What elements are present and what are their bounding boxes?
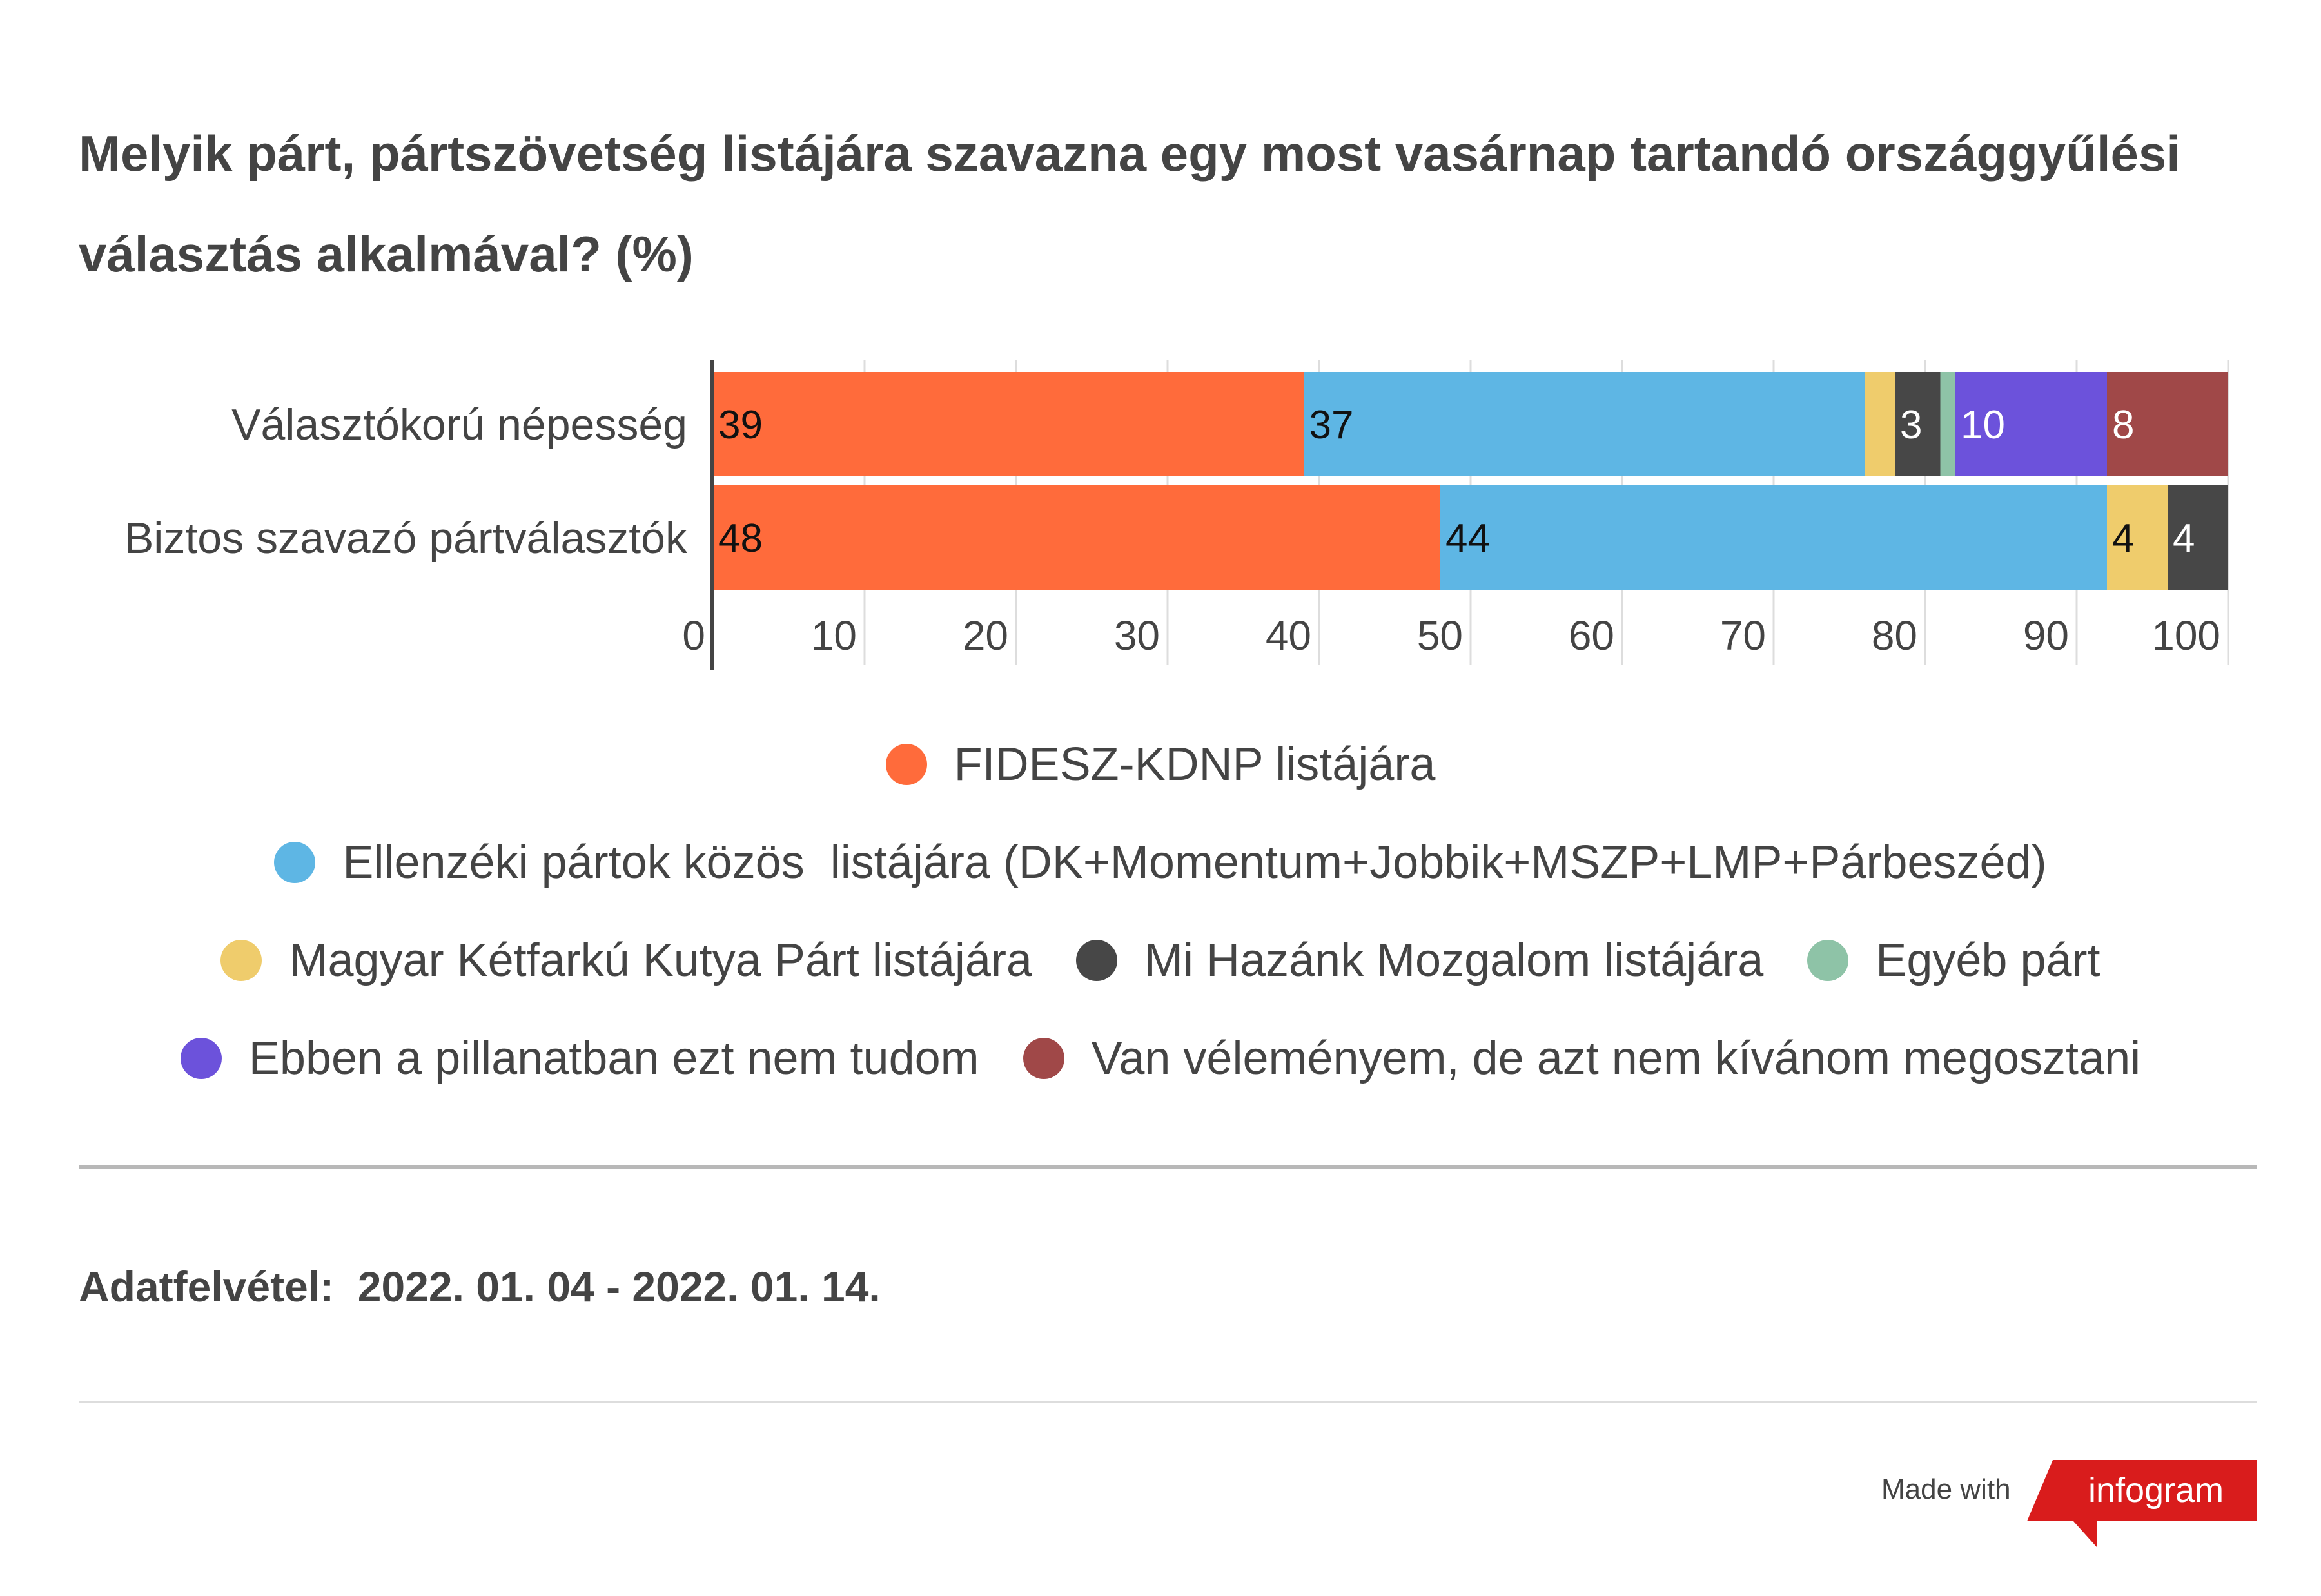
x-tick-label: 90 (2023, 612, 2069, 659)
legend-row: Ebben a pillanatban ezt nem tudom Van vél… (0, 1009, 2321, 1107)
data-label: 10 (1961, 403, 2005, 447)
legend-label: Mi Hazánk Mozgalom listájára (1144, 935, 1764, 986)
legend-row: Magyar Kétfarkú Kutya Párt listájára Mi H… (0, 911, 2321, 1009)
legend-label: Egyéb párt (1875, 935, 2101, 986)
x-tick-label: 40 (1266, 612, 1311, 659)
legend-label: Magyar Kétfarkú Kutya Párt listájára (289, 935, 1032, 986)
legend-item[interactable]: Egyéb párt (1807, 934, 2101, 987)
x-tick-label: 50 (1417, 612, 1463, 659)
x-tick-label: 70 (1720, 612, 1766, 659)
legend-swatch-icon (274, 842, 316, 883)
bar-segment[interactable] (1940, 372, 1956, 476)
legend-row: FIDESZ-KDNP listájára (0, 715, 2321, 813)
x-tick-label: 20 (963, 612, 1008, 659)
bar-segment[interactable] (2107, 485, 2168, 590)
bar-segment[interactable] (1865, 372, 1895, 476)
data-label: 4 (2173, 516, 2195, 561)
legend-swatch-icon (1023, 1038, 1064, 1079)
data-label: 37 (1309, 403, 1354, 447)
y-axis-line (710, 360, 714, 670)
category-label: Biztos szavazó pártválasztók (124, 514, 688, 563)
legend-item[interactable]: Ellenzéki pártok közös listájára (DK+Mom… (274, 836, 2047, 889)
bar-segment[interactable] (2107, 372, 2228, 476)
legend-label: FIDESZ-KDNP listájára (954, 739, 1436, 790)
data-label: 3 (1900, 403, 1922, 447)
bar-segment[interactable] (1440, 485, 2107, 590)
x-tick-label: 80 (1872, 612, 1917, 659)
legend: FIDESZ-KDNP listájára Ellenzéki pártok kö… (0, 715, 2321, 1107)
legend-label: Ellenzéki pártok közös listájára (DK+Mom… (342, 837, 2047, 888)
bar-segment[interactable] (1955, 372, 2107, 476)
data-label: 48 (718, 516, 763, 561)
legend-swatch-icon (220, 940, 262, 981)
footer-divider (79, 1401, 2257, 1403)
legend-item[interactable]: Van véleményem, de azt nem kívánom megos… (1023, 1032, 2140, 1085)
bar-segment[interactable] (1304, 372, 1865, 476)
x-tick-label: 0 (682, 612, 705, 659)
survey-date-note: Adatfelvétel: 2022. 01. 04 - 2022. 01. 1… (79, 1263, 881, 1310)
category-label: Választókorú népesség (231, 400, 687, 449)
data-label: 39 (718, 403, 763, 447)
legend-label: Ebben a pillanatban ezt nem tudom (248, 1033, 979, 1084)
legend-swatch-icon (1807, 940, 1849, 981)
chart-title: Melyik párt, pártszövetség listájára sza… (79, 125, 2180, 282)
legend-row: Ellenzéki pártok közös listájára (DK+Mom… (0, 813, 2321, 911)
legend-label: Van véleményem, de azt nem kívánom megos… (1091, 1033, 2141, 1084)
data-label: 8 (2112, 403, 2134, 447)
legend-swatch-icon (1075, 940, 1117, 981)
x-tick-label: 10 (811, 612, 857, 659)
x-tick-label: 30 (1114, 612, 1160, 659)
data-label: 4 (2112, 516, 2134, 561)
bar-segment[interactable] (713, 372, 1304, 476)
data-label: 44 (1445, 516, 1490, 561)
infogram-logo[interactable]: infogram (2027, 1460, 2257, 1547)
legend-item[interactable]: Mi Hazánk Mozgalom listájára (1075, 934, 1764, 987)
stacked-bar-chart: 39 37 3 10 848 44 4 4 Választókorú népességBizt… (124, 360, 2229, 670)
legend-item[interactable]: Magyar Kétfarkú Kutya Párt listájára (220, 934, 1032, 987)
bar-segment[interactable] (1895, 372, 1941, 476)
bar-segment[interactable] (713, 485, 1440, 590)
legend-swatch-icon (885, 744, 927, 785)
legend-swatch-icon (180, 1038, 222, 1079)
x-tick-label: 100 (2151, 612, 2220, 659)
made-with-text: Made with (1881, 1474, 2011, 1505)
legend-item[interactable]: Ebben a pillanatban ezt nem tudom (180, 1032, 979, 1085)
bar-segment[interactable] (2168, 485, 2228, 590)
x-tick-label: 60 (1569, 612, 1614, 659)
legend-item[interactable]: FIDESZ-KDNP listájára (885, 738, 1436, 791)
svg-text:infogram: infogram (2088, 1471, 2224, 1510)
divider-line (79, 1165, 2257, 1169)
